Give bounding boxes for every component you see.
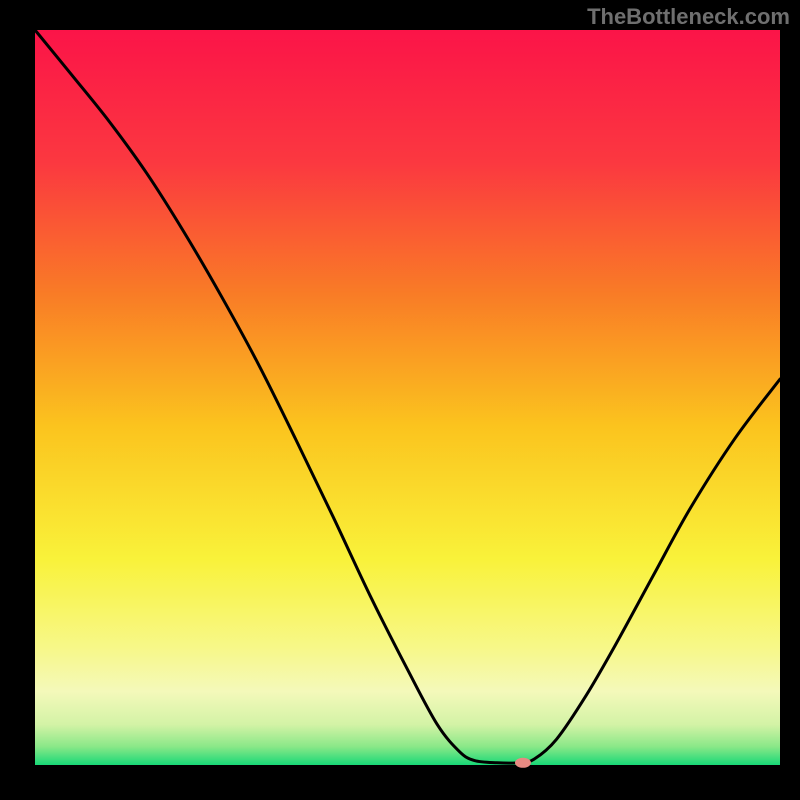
- optimal-marker: [515, 758, 531, 768]
- chart-container: TheBottleneck.com: [0, 0, 800, 800]
- gradient-background: [35, 30, 780, 765]
- bottleneck-chart: [0, 0, 800, 800]
- watermark-label: TheBottleneck.com: [587, 4, 790, 30]
